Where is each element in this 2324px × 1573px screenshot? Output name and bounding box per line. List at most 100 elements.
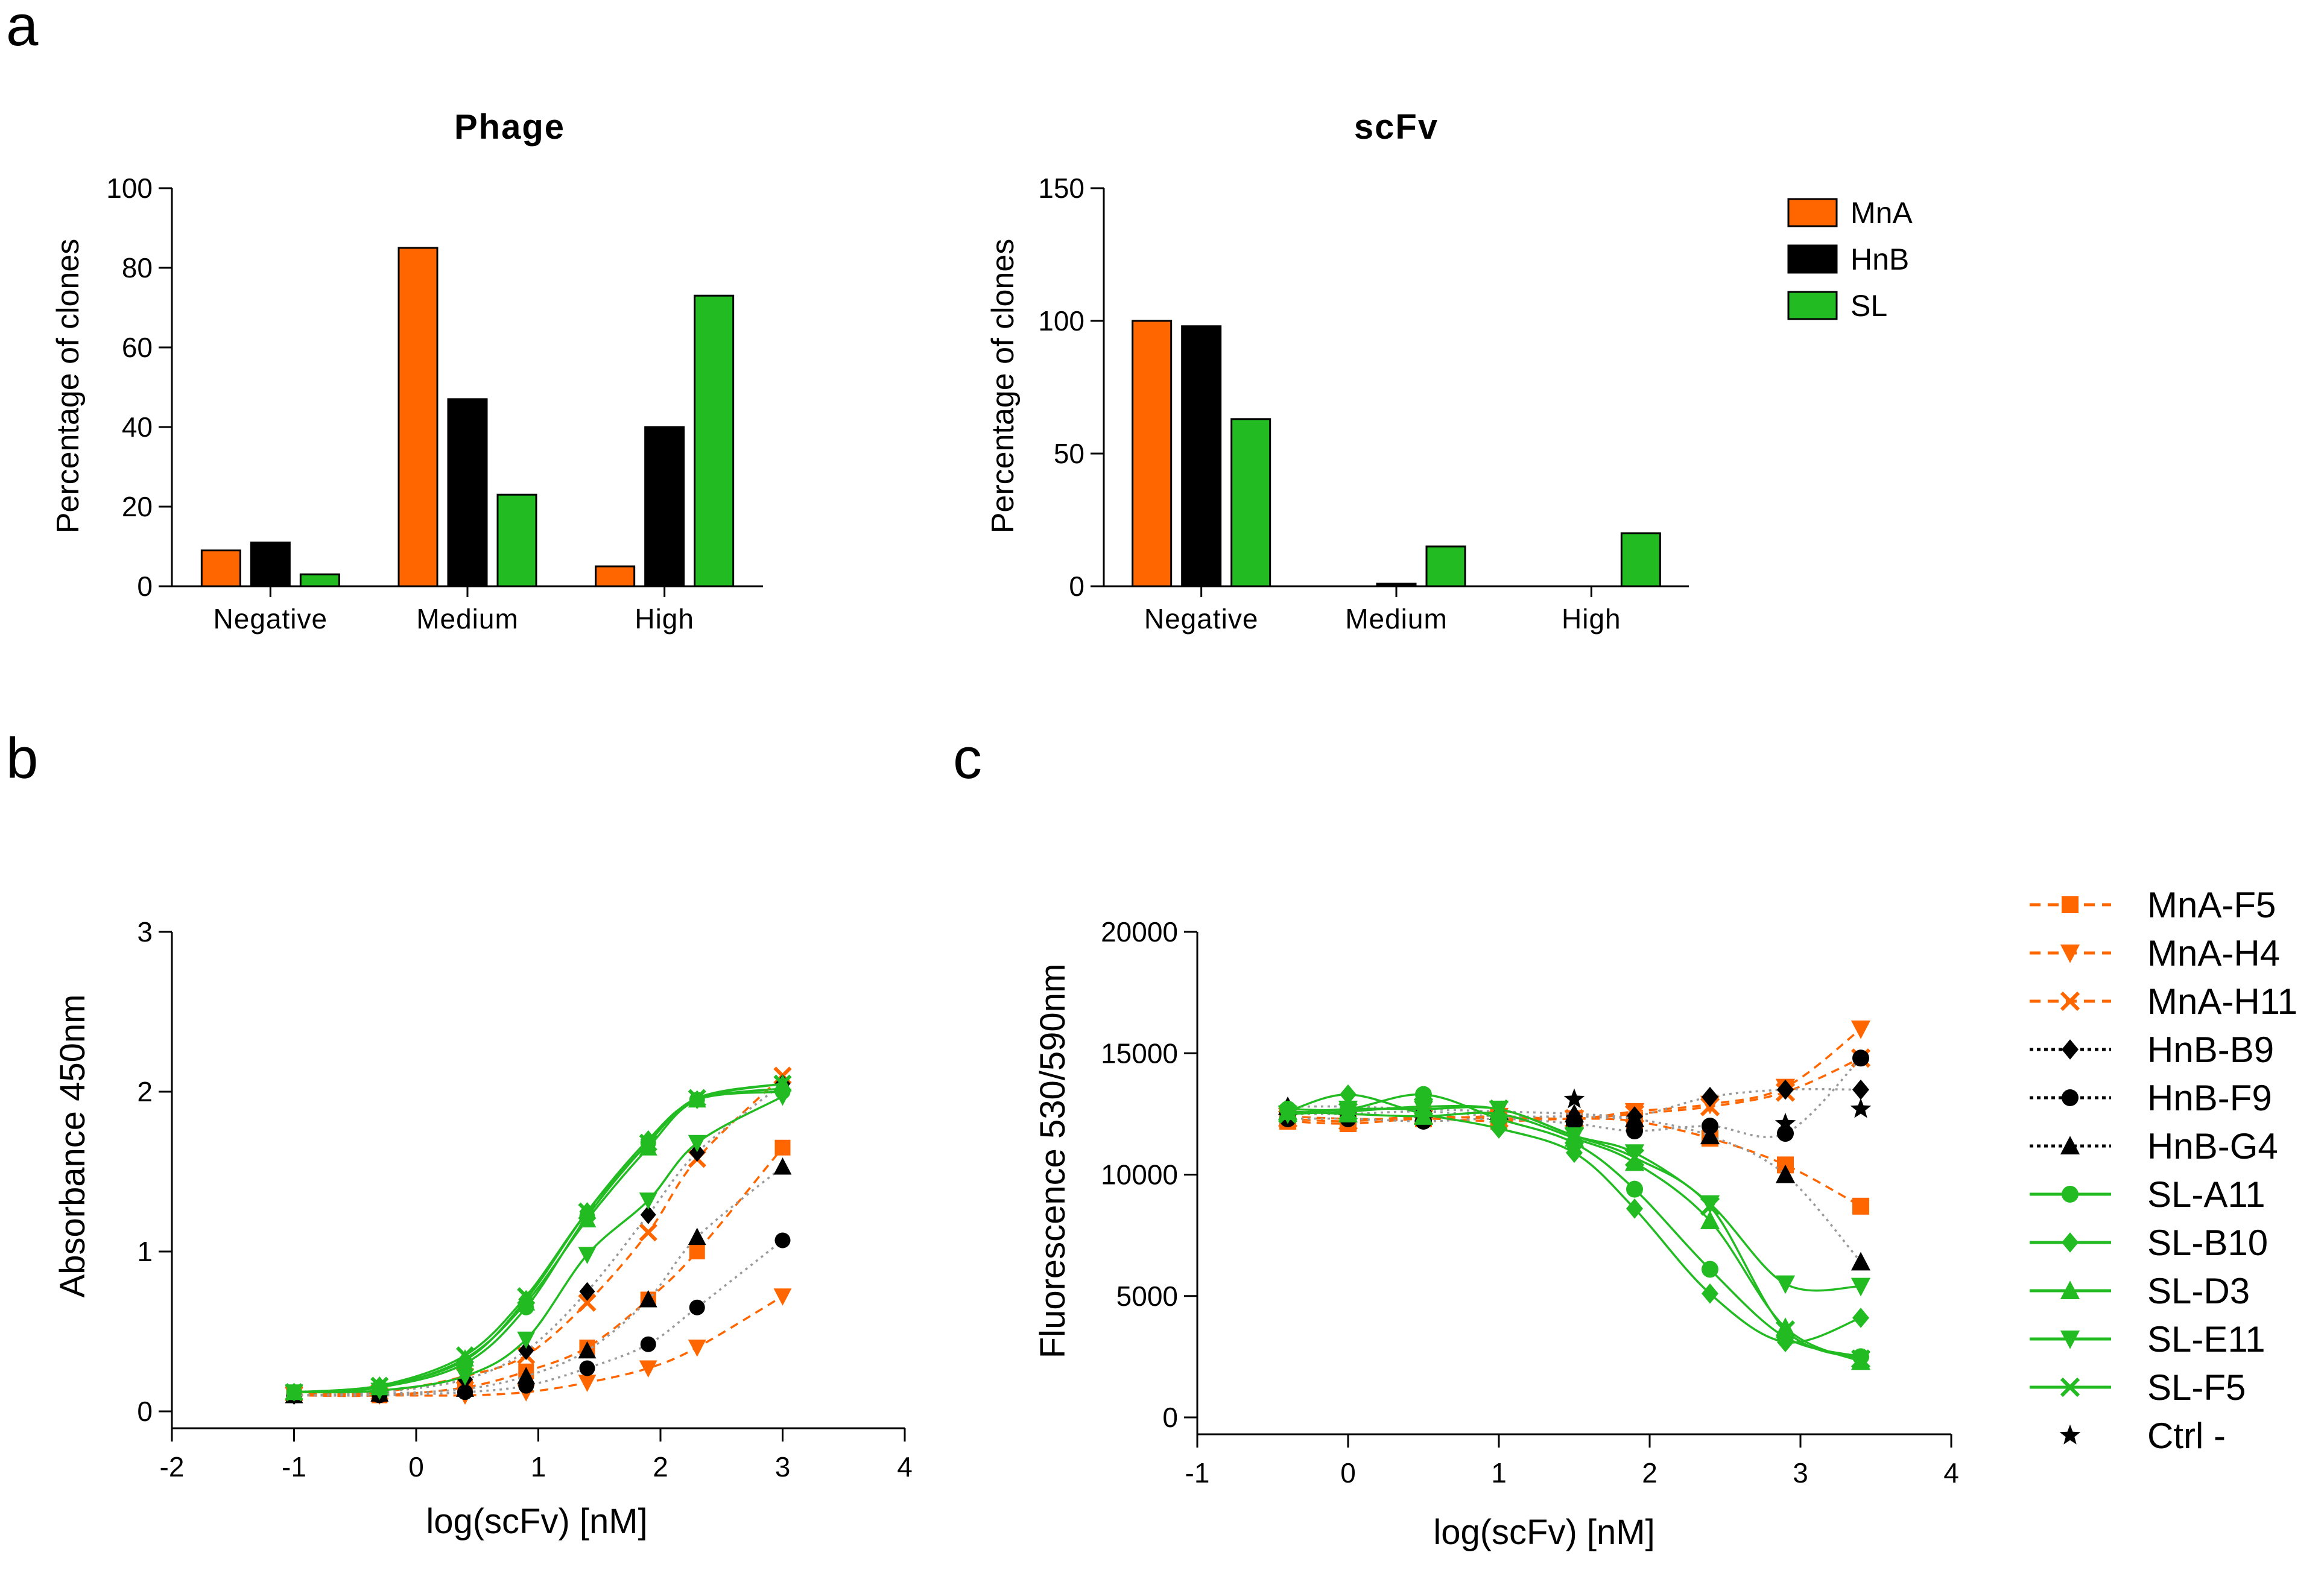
point-SL-B10	[1777, 1332, 1794, 1353]
point-SL-F5	[1851, 1349, 1871, 1369]
point-HnB-G4	[1775, 1164, 1796, 1183]
x-tick-label: 2	[653, 1451, 668, 1483]
curve-MnA-H11	[294, 1075, 784, 1395]
point-HnB-F9	[640, 1336, 656, 1352]
legend-swatch-SL	[1787, 291, 1838, 320]
y-tick-label: 0	[1069, 571, 1084, 602]
point-SL-A11	[1626, 1180, 1643, 1198]
point-SL-F5	[1338, 1101, 1358, 1121]
absorbance-ylabel: Absorbance 450nm	[53, 995, 92, 1298]
bar-HnB-Negative	[1181, 325, 1222, 587]
point-SL-D3	[578, 1210, 597, 1227]
bar-SL-Negative	[299, 573, 340, 587]
x-category-label: Negative	[214, 603, 328, 635]
y-tick-label: 1	[137, 1236, 153, 1267]
curve-MnA-F5	[294, 1147, 784, 1397]
point-MnA-F5	[1852, 1197, 1869, 1215]
bar-MnA-Negative	[200, 549, 241, 587]
legend-marker-SL-D3	[2060, 1280, 2080, 1299]
point-MnA-F5	[689, 1244, 705, 1259]
point-SL-B10	[1626, 1198, 1643, 1219]
legend-marker-SL-E11	[2060, 1331, 2080, 1349]
panel-label-b: b	[6, 726, 38, 791]
legend-swatch-MnA	[1787, 198, 1838, 227]
point-SL-D3	[1700, 1211, 1720, 1229]
point-HnB-B9	[518, 1341, 534, 1360]
x-tick-label: 0	[408, 1451, 424, 1483]
point-SL-E11	[1413, 1100, 1434, 1119]
legend-marker-SL-A11	[2062, 1186, 2079, 1203]
curve-SL-F5	[294, 1083, 783, 1393]
point-HnB-B9	[579, 1282, 595, 1301]
point-SL-B10	[1702, 1283, 1718, 1304]
legend-swatch-HnB	[1787, 244, 1838, 274]
curve-HnB-F9	[294, 1239, 784, 1397]
x-tick-label: 2	[1642, 1457, 1658, 1489]
point-HnB-G4	[773, 1157, 792, 1175]
x-category-label: Medium	[416, 603, 519, 635]
legend-label-SL-A11: SL-A11	[2147, 1174, 2265, 1215]
bar-HnB-High	[644, 426, 685, 587]
point-SL-F5	[578, 1202, 597, 1221]
x-category-label: Negative	[1144, 603, 1259, 635]
phage-ylabel: Percentage of clones	[51, 239, 86, 534]
point-MnA-H4	[688, 1340, 706, 1357]
legend-marker-MnA-F5	[2062, 896, 2079, 913]
x-category-label: Medium	[1345, 603, 1448, 635]
point-MnA-H4	[773, 1288, 792, 1306]
point-HnB-B9	[640, 1205, 656, 1224]
x-tick-label: -1	[282, 1451, 306, 1483]
point-SL-D3	[1775, 1317, 1796, 1337]
scfv-bar-chart: scFv Percentage of clones 0 50 100 150 Negat…	[986, 107, 1689, 635]
point-SL-F5	[1564, 1125, 1585, 1146]
legend-marker-HnB-F9	[2062, 1089, 2079, 1106]
legend-marker-HnB-B9	[2062, 1039, 2079, 1060]
x-tick-label: 3	[775, 1451, 791, 1483]
point-SL-F5	[773, 1074, 792, 1093]
point-MnA-H11	[639, 1223, 657, 1242]
point-SL-F5	[517, 1287, 536, 1306]
legend-marker-Ctrl -	[2059, 1424, 2081, 1445]
bar-MnA-High	[595, 565, 636, 587]
point-SL-F5	[1624, 1148, 1645, 1168]
point-SL-A11	[1415, 1086, 1432, 1103]
y-tick-label: 0	[137, 1396, 153, 1427]
point-SL-F5	[285, 1383, 303, 1402]
point-SL-E11	[578, 1247, 597, 1264]
legend-marker-HnB-G4	[2060, 1136, 2080, 1154]
point-SL-E11	[456, 1368, 474, 1386]
legend-marker-SL-F5	[2060, 1377, 2080, 1397]
bar-MnA-Medium	[397, 247, 439, 587]
point-SL-F5	[370, 1376, 389, 1395]
y-tick-label: 2	[137, 1076, 153, 1107]
bar-HnB-Medium	[1376, 583, 1417, 587]
point-MnA-H4	[639, 1360, 657, 1378]
point-SL-F5	[1775, 1320, 1796, 1340]
point-SL-E11	[1851, 1277, 1871, 1297]
phage-bar-chart: Phage Percentage of clones 0 20 40 60 80 100 N…	[51, 107, 763, 635]
point-HnB-G4	[578, 1341, 597, 1359]
absorbance-xlabel: log(scFv) [nM]	[426, 1502, 647, 1541]
bar-SL-High	[694, 294, 735, 587]
y-tick-label: 15000	[1101, 1037, 1178, 1069]
point-Ctrl -	[1775, 1112, 1796, 1133]
legend-label-SL-F5: SL-F5	[2147, 1367, 2246, 1408]
point-HnB-F9	[774, 1232, 791, 1249]
curve-MnA-F5	[1287, 1118, 1861, 1207]
legend-bar-charts: MnA HnB SL	[1787, 196, 1913, 323]
x-tick-label: 1	[531, 1451, 546, 1483]
y-tick-label: 100	[1038, 305, 1084, 337]
point-MnA-F5	[774, 1139, 791, 1156]
curve-SL-E11	[294, 1095, 784, 1394]
curve-HnB-B9	[294, 1083, 784, 1397]
bar-SL-Medium	[1425, 545, 1466, 587]
y-tick-label: 3	[137, 916, 153, 948]
point-SL-A11	[1702, 1261, 1718, 1278]
y-tick-label: 0	[1162, 1402, 1178, 1433]
panel-label-c: c	[953, 726, 982, 791]
legend-marker-MnA-H4	[2060, 945, 2080, 963]
legend-label-MnA-F5: MnA-F5	[2147, 885, 2276, 925]
point-SL-E11	[517, 1331, 536, 1349]
point-SL-B10	[1340, 1084, 1357, 1105]
